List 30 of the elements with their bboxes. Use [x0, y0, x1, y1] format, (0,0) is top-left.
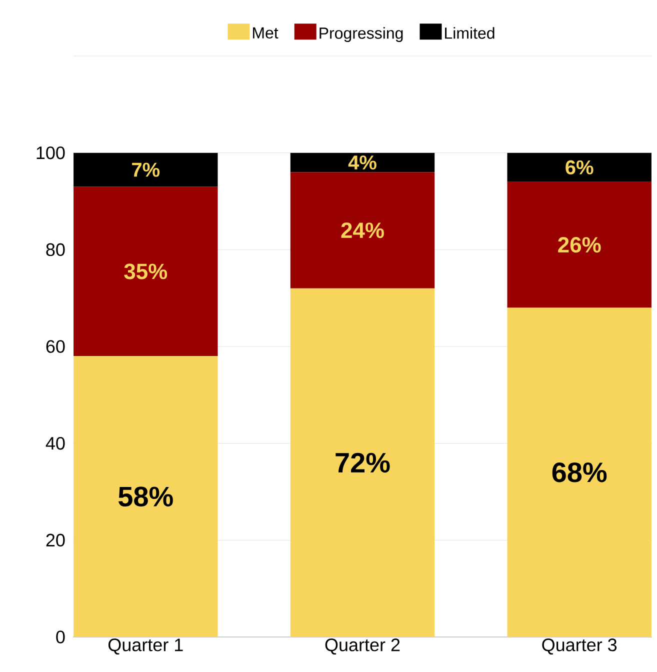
data-label: 7% [132, 162, 160, 177]
y-tick-label: 60 [46, 340, 65, 353]
y-tick-label: 40 [46, 436, 65, 450]
y-tick-label: 20 [46, 534, 65, 547]
bar [74, 356, 218, 637]
data-label: 4% [348, 155, 376, 170]
y-tick-label: 0 [56, 630, 65, 644]
bar [507, 152, 652, 182]
legend-label: Progressing [320, 27, 403, 42]
x-tick-label: Quarter 3 [542, 638, 617, 655]
bar [74, 152, 218, 187]
bar [290, 152, 435, 172]
data-label: 35% [124, 264, 168, 280]
y-tick-label: 100 [36, 146, 65, 160]
y-tick-label: 80 [46, 243, 65, 256]
data-label: 6% [566, 160, 594, 174]
data-label: 58% [118, 486, 173, 506]
legend-label: Limited [445, 27, 494, 39]
bar [507, 308, 652, 637]
x-tick-label: Quarter 1 [108, 638, 183, 655]
data-label: 24% [341, 222, 384, 238]
data-label: 72% [336, 452, 390, 473]
bar [290, 172, 435, 288]
bar [507, 182, 652, 308]
bar [74, 186, 218, 356]
legend-label: Met [253, 27, 278, 39]
x-tick-label: Quarter 2 [325, 638, 400, 655]
data-label: 26% [558, 237, 601, 253]
data-label: 68% [552, 462, 607, 482]
bar [290, 288, 435, 637]
